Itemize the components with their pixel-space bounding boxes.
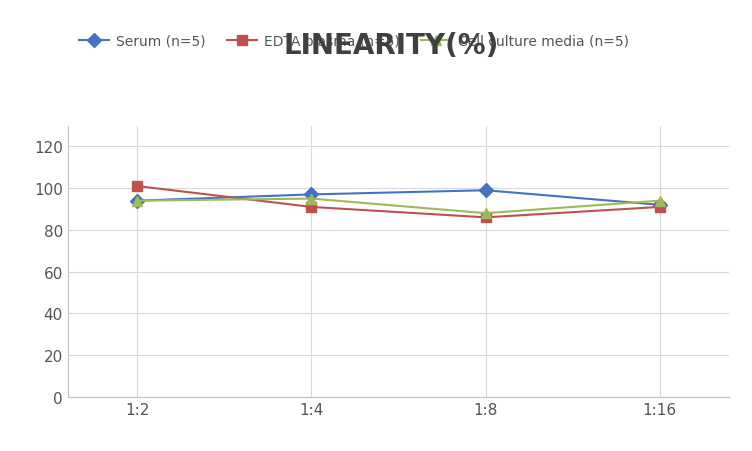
Line: EDTA plasma (n=5): EDTA plasma (n=5) — [132, 182, 665, 223]
Cell culture media (n=5) — [481, 211, 490, 216]
Line: Serum (n=5): Serum (n=5) — [132, 186, 665, 210]
Legend: Serum (n=5), EDTA plasma (n=5), Cell culture media (n=5): Serum (n=5), EDTA plasma (n=5), Cell cul… — [74, 30, 633, 53]
Cell culture media (n=5) — [133, 198, 142, 204]
Text: LINEARITY(%): LINEARITY(%) — [284, 32, 499, 60]
Cell culture media (n=5) — [307, 197, 316, 202]
Cell culture media (n=5) — [655, 198, 664, 204]
Serum (n=5) — [481, 188, 490, 193]
Line: Cell culture media (n=5): Cell culture media (n=5) — [132, 194, 665, 219]
EDTA plasma (n=5) — [655, 205, 664, 210]
Serum (n=5) — [133, 198, 142, 204]
EDTA plasma (n=5) — [133, 184, 142, 189]
EDTA plasma (n=5) — [307, 205, 316, 210]
Serum (n=5) — [307, 192, 316, 198]
EDTA plasma (n=5) — [481, 215, 490, 221]
Serum (n=5) — [655, 202, 664, 208]
